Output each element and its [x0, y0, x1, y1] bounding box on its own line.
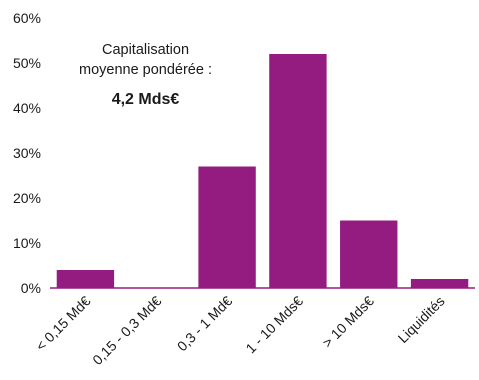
bars: [56, 54, 469, 288]
y-tick-label: 40%: [13, 100, 41, 116]
x-tick-label: Liquidités: [395, 293, 448, 346]
annotation-value: 4,2 Mds€: [111, 91, 180, 108]
x-axis-ticks: < 0,15 Md€0,15 - 0,3 Md€ 0,3 - 1 Md€ 1 - 1…: [32, 293, 447, 368]
y-axis-ticks: 0% 10% 20% 30% 40% 50% 60%: [13, 10, 41, 296]
annotation-line-2: moyenne pondérée :: [78, 62, 212, 78]
x-tick-label: 0,15 - 0,3 Md€: [89, 293, 164, 368]
bar: [198, 166, 256, 288]
y-tick-label: 30%: [13, 145, 41, 161]
bar: [56, 270, 115, 288]
x-tick-label: 1 - 10 Mds€: [242, 293, 306, 357]
y-tick-label: 60%: [13, 10, 41, 26]
bar: [340, 220, 398, 288]
y-tick-label: 10%: [13, 235, 41, 251]
y-tick-label: 50%: [13, 55, 41, 71]
bar: [410, 279, 469, 288]
x-tick-label: < 0,15 Md€: [32, 293, 93, 354]
weighted-average-cap-annotation: Capitalisation moyenne pondérée : 4,2 Md…: [48, 40, 243, 110]
y-tick-label: 20%: [13, 190, 41, 206]
bar: [269, 54, 327, 288]
annotation-line-1: Capitalisation: [101, 42, 190, 58]
x-tick-label: > 10 Mds€: [319, 293, 377, 351]
x-tick-label: 0,3 - 1 Md€: [174, 293, 236, 355]
y-tick-label: 0%: [21, 280, 41, 296]
